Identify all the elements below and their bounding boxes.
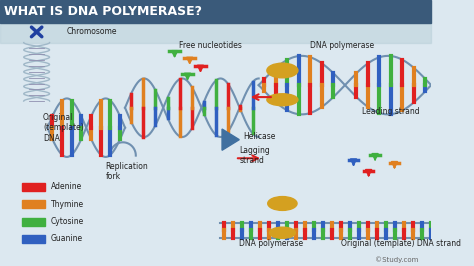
Text: Cytosine: Cytosine	[51, 217, 84, 226]
Polygon shape	[222, 129, 239, 150]
Bar	[21, 218, 46, 226]
Text: Original (template) DNA strand: Original (template) DNA strand	[341, 239, 461, 248]
Ellipse shape	[267, 63, 298, 78]
Bar	[21, 235, 46, 243]
Text: Helicase: Helicase	[244, 132, 276, 142]
Text: Original
(template)
DNA: Original (template) DNA	[43, 113, 84, 143]
Text: Leading strand: Leading strand	[362, 107, 420, 116]
Text: Chromosome: Chromosome	[67, 27, 118, 36]
Text: Replication
fork: Replication fork	[106, 162, 148, 181]
Text: Adenine: Adenine	[51, 182, 82, 192]
Ellipse shape	[267, 94, 298, 106]
Ellipse shape	[269, 227, 295, 238]
Text: Thymine: Thymine	[51, 200, 84, 209]
Text: WHAT IS DNA POLYMERASE?: WHAT IS DNA POLYMERASE?	[4, 5, 202, 18]
Text: DNA polymerase: DNA polymerase	[239, 239, 303, 248]
Bar	[0, 0, 431, 23]
Ellipse shape	[268, 197, 297, 210]
Text: ©Study.com: ©Study.com	[375, 256, 418, 263]
Bar	[21, 200, 46, 208]
Bar	[21, 183, 46, 191]
Text: Free nucleotides: Free nucleotides	[179, 41, 242, 50]
Text: DNA polymerase: DNA polymerase	[310, 41, 374, 50]
Text: Guanine: Guanine	[51, 234, 83, 243]
Bar	[0, 23, 431, 43]
Text: Lagging
strand: Lagging strand	[239, 146, 270, 165]
